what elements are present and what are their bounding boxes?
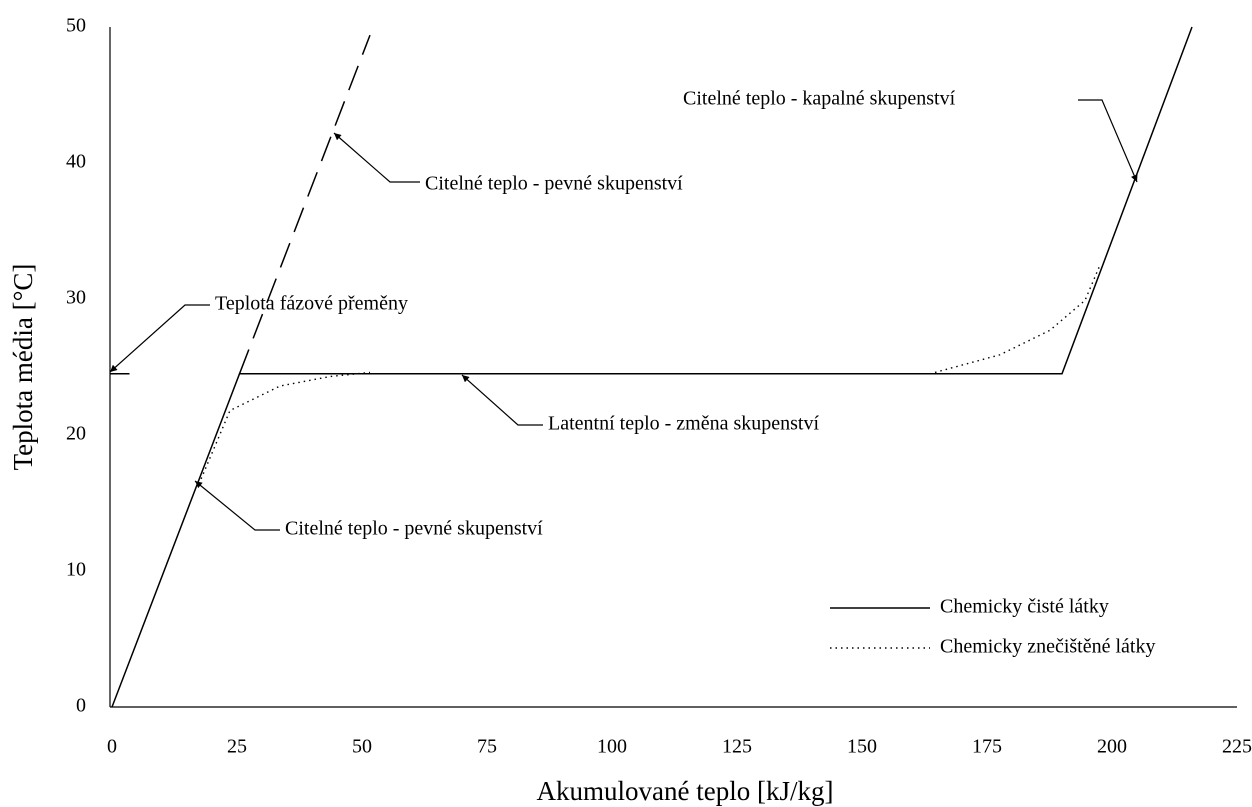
x-tick-label: 200 — [1097, 736, 1127, 758]
annotation-arrow — [333, 132, 420, 183]
y-tick-label: 30 — [66, 287, 86, 309]
x-tick-label: 25 — [227, 736, 247, 758]
annotation-arrow — [194, 480, 280, 531]
legend-label: Chemicky čisté látky — [940, 596, 1109, 618]
y-tick-label: 10 — [66, 559, 86, 581]
x-tick-label: 125 — [722, 736, 752, 758]
x-tick-label: 225 — [1222, 736, 1252, 758]
x-tick-label: 75 — [477, 736, 497, 758]
annotation: Citelné teplo - pevné skupenství — [425, 173, 683, 195]
x-axis-label: Akumulované teplo [kJ/kg] — [537, 776, 834, 806]
x-tick-label: 100 — [597, 736, 627, 758]
x-tick-label: 175 — [972, 736, 1002, 758]
annotation-arrow — [109, 304, 210, 373]
x-tick-label: 50 — [352, 736, 372, 758]
annotation-arrow — [461, 374, 543, 426]
y-tick-label: 20 — [66, 423, 86, 445]
series-line — [111, 26, 1193, 708]
x-tick-label: 150 — [847, 736, 877, 758]
annotation: Teplota fázové přeměny — [215, 293, 408, 315]
y-tick-label: 50 — [66, 15, 86, 37]
legend-label: Chemicky znečištěné látky — [940, 636, 1155, 658]
annotation: Latentní teplo - změna skupenství — [548, 413, 819, 435]
series-line — [198, 264, 1101, 485]
y-axis-label: Teplota média [°C] — [8, 264, 38, 471]
y-tick-label: 40 — [66, 151, 86, 173]
annotation: Citelné teplo - kapalné skupenství — [683, 88, 956, 110]
x-tick-label: 0 — [107, 736, 117, 758]
annotation: Citelné teplo - pevné skupenství — [285, 518, 543, 540]
annotation-arrow — [1078, 99, 1138, 183]
dashed-line — [238, 34, 371, 375]
y-tick-label: 0 — [76, 695, 86, 717]
